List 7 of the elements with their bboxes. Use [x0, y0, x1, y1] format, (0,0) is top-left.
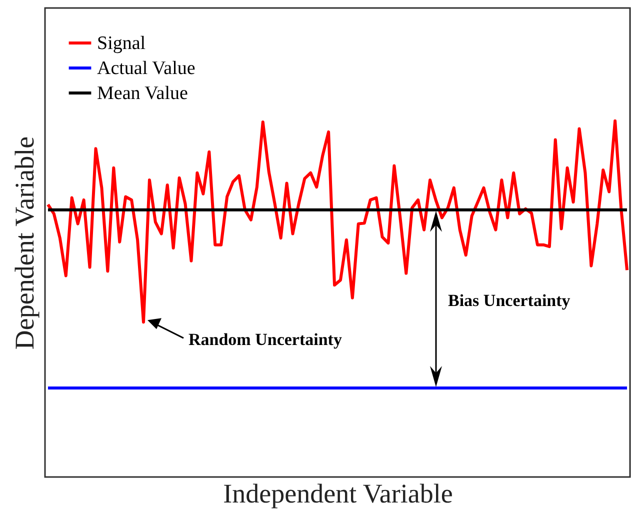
y-axis-title: Dependent Variable — [10, 136, 40, 350]
legend-label: Mean Value — [97, 83, 188, 104]
annotation: Bias Uncertainty — [448, 290, 570, 310]
legend-label: Actual Value — [97, 58, 196, 79]
x-axis-title: Independent Variable — [223, 478, 453, 508]
annotation: Random Uncertainty — [188, 330, 342, 350]
legend-label: Signal — [97, 33, 146, 54]
